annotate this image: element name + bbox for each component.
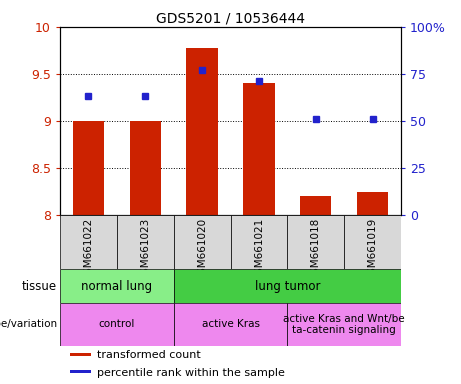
Bar — [186, 48, 218, 215]
Bar — [357, 192, 388, 215]
Bar — [60, 269, 174, 303]
Text: GSM661021: GSM661021 — [254, 218, 264, 281]
Text: transformed count: transformed count — [97, 350, 201, 360]
Bar — [60, 215, 117, 269]
Bar — [174, 303, 287, 346]
Bar — [70, 370, 91, 373]
Title: GDS5201 / 10536444: GDS5201 / 10536444 — [156, 12, 305, 26]
Text: control: control — [99, 319, 135, 329]
Bar — [174, 215, 230, 269]
Text: normal lung: normal lung — [81, 280, 152, 293]
Bar — [70, 353, 91, 356]
Text: active Kras: active Kras — [201, 319, 260, 329]
Text: GSM661023: GSM661023 — [140, 218, 150, 281]
Bar — [117, 215, 174, 269]
Bar — [287, 303, 401, 346]
Text: GSM661020: GSM661020 — [197, 218, 207, 281]
Text: GSM661019: GSM661019 — [367, 218, 378, 281]
Text: lung tumor: lung tumor — [254, 280, 320, 293]
Bar — [130, 121, 161, 215]
Bar — [60, 303, 174, 346]
Bar — [174, 269, 401, 303]
Bar — [73, 121, 104, 215]
Text: active Kras and Wnt/be
ta-catenin signaling: active Kras and Wnt/be ta-catenin signal… — [284, 314, 405, 335]
Bar — [230, 215, 287, 269]
Text: tissue: tissue — [22, 280, 57, 293]
Text: GSM661022: GSM661022 — [83, 218, 94, 281]
Text: percentile rank within the sample: percentile rank within the sample — [97, 367, 285, 377]
Text: GSM661018: GSM661018 — [311, 218, 321, 281]
Bar — [344, 215, 401, 269]
Bar — [300, 196, 331, 215]
Text: genotype/variation: genotype/variation — [0, 319, 57, 329]
Bar — [243, 83, 275, 215]
Bar — [287, 215, 344, 269]
